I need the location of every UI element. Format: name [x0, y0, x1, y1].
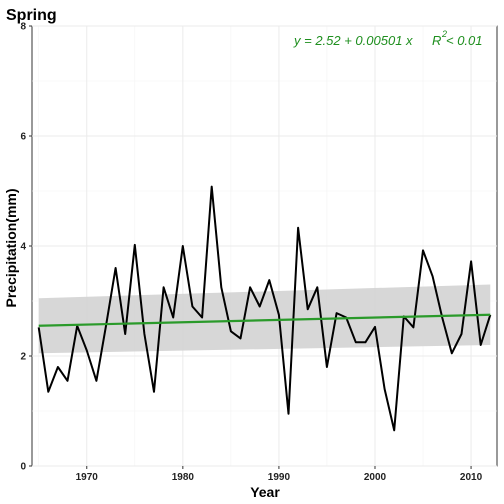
y-tick-label: 6 [20, 132, 26, 143]
x-tick-label: 2010 [460, 472, 483, 483]
x-tick-label: 1980 [172, 472, 195, 483]
x-tick-label: 1970 [76, 472, 99, 483]
chart-title: Spring [6, 7, 57, 24]
y-tick-label: 8 [20, 22, 26, 33]
y-tick-label: 0 [20, 462, 26, 473]
x-axis-title: Year [250, 484, 280, 500]
grid [32, 26, 497, 466]
axis-ticks: 0 2 4 6 8 1970 1980 1990 2000 2010 [20, 22, 482, 484]
y-tick-label: 2 [20, 352, 26, 363]
y-axis-title: Precipitation(mm) [3, 188, 19, 307]
r2-value: < 0.01 [446, 33, 483, 48]
r2-text: R [432, 33, 441, 48]
x-tick-label: 2000 [364, 472, 387, 483]
x-tick-label: 1990 [268, 472, 291, 483]
regression-equation: y = 2.52 + 0.00501 x R 2 < 0.01 [293, 29, 483, 48]
y-tick-label: 4 [20, 242, 26, 253]
equation-text: y = 2.52 + 0.00501 x [293, 33, 413, 48]
